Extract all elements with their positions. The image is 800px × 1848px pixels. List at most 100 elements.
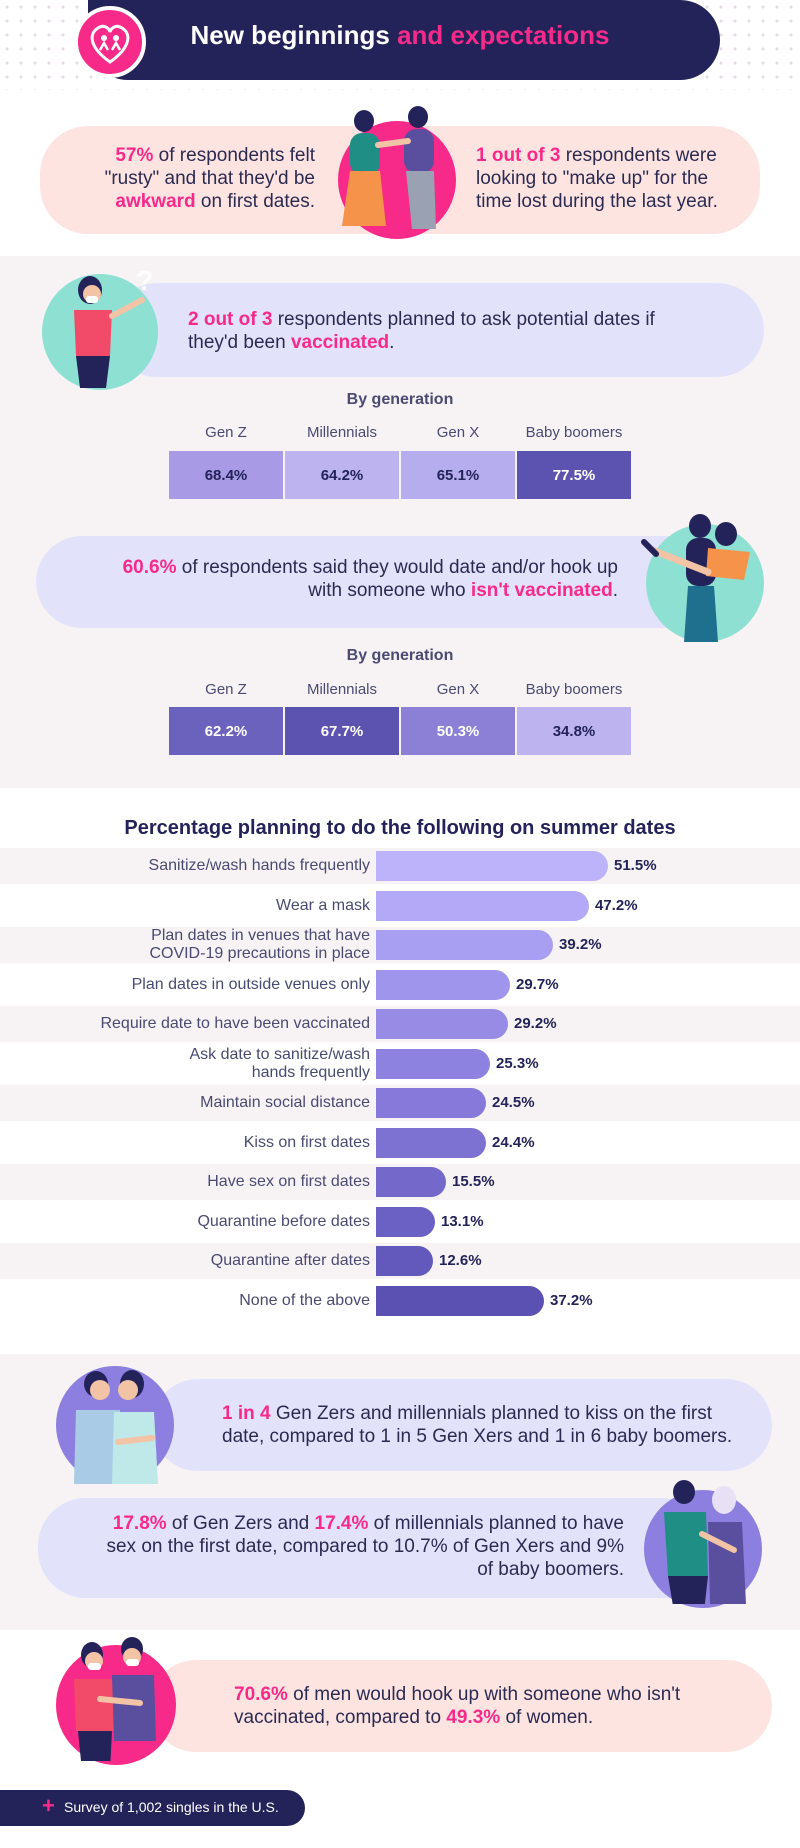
stat-highlight: awkward <box>115 191 196 212</box>
bar <box>376 969 510 1000</box>
generation-value-cell: 50.3% <box>401 707 515 755</box>
bar-category-label-line: Plan dates in outside venues only <box>131 975 370 993</box>
stat-highlight: 1 out of 3 <box>476 145 561 166</box>
bar <box>376 930 553 960</box>
bar-category-label-line: hands frequently <box>251 1063 370 1081</box>
couple-masks-illustration <box>56 1637 176 1765</box>
survey-source-text: Survey of 1,002 singles in the U.S. <box>64 1799 279 1815</box>
stat-highlight: isn't vaccinated <box>470 580 613 601</box>
bar-value-label: 15.5% <box>452 1173 495 1190</box>
bar-category-label-line: Maintain social distance <box>200 1094 370 1111</box>
bar-category-label-line: Sanitize/wash hands frequently <box>148 857 370 874</box>
bar-category-label: Maintain social distance <box>50 1094 370 1112</box>
stat-text: respondents were looking to "make up" fo… <box>476 145 718 212</box>
title-accent: and expectations <box>397 20 610 50</box>
stat-highlight: 1 in 4 <box>222 1403 271 1424</box>
generation-value-cell: 65.1% <box>401 451 515 499</box>
couple-dancing-illustration <box>338 106 456 239</box>
bar-category-label: Quarantine after dates <box>50 1252 370 1270</box>
stat-text: of women. <box>500 1707 594 1728</box>
bar-category-label: Plan dates in outside venues only <box>50 976 370 994</box>
stat-text: . <box>389 332 395 353</box>
bar-value-label: 13.1% <box>441 1212 484 1230</box>
bar <box>376 1246 433 1276</box>
unvaccinated-date-text: 60.6% of respondents said they would dat… <box>118 556 618 602</box>
bar-category-label-line: Have sex on first dates <box>207 1173 370 1190</box>
generation-label: Baby boomers <box>525 681 623 698</box>
bar-category-label: Sanitize/wash hands frequently <box>50 857 370 875</box>
bar-category-label: Have sex on first dates <box>50 1173 370 1191</box>
stat-highlight: 70.6% <box>234 1684 288 1705</box>
carry-couple-figure <box>641 514 750 642</box>
stat-text: Gen Zers and millennials planned to kiss… <box>222 1403 733 1447</box>
gender-stat-text: 70.6% of men would hook up with someone … <box>234 1683 714 1729</box>
couple-figure <box>342 106 436 229</box>
generation-table-1-title: By generation <box>346 391 454 408</box>
vaccinated-ask-text: 2 out of 3 respondents planned to ask po… <box>188 308 708 354</box>
stat-text: of men would hook up with someone who is… <box>234 1684 681 1728</box>
bar-value-label: 29.2% <box>514 1015 557 1032</box>
intro-right-text: 1 out of 3 respondents were looking to "… <box>476 144 741 213</box>
generation-label: Baby boomers <box>525 424 623 441</box>
bar <box>376 1285 544 1316</box>
heart-people-icon <box>90 24 130 64</box>
bar <box>376 851 608 881</box>
heart-logo <box>74 6 146 78</box>
stat-text: respondents planned to ask potential dat… <box>188 309 655 353</box>
bar <box>376 890 589 921</box>
stat-highlight: 2 out of 3 <box>188 309 273 330</box>
bar <box>376 1048 490 1079</box>
generation-value-cell: 62.2% <box>169 707 283 755</box>
intro-left-text: 57% of respondents felt "rusty" and that… <box>70 144 315 213</box>
plus-icon: + <box>42 1793 55 1818</box>
bar-value-label: 24.5% <box>492 1094 535 1111</box>
generation-label: Gen Z <box>205 681 247 698</box>
bar-value-label: 47.2% <box>595 896 638 914</box>
chart-title: Percentage planning to do the following … <box>124 817 676 839</box>
bar-value-label: 12.6% <box>439 1252 482 1269</box>
stat-text: on first dates. <box>195 191 315 212</box>
kiss-stat-text: 1 in 4 Gen Zers and millennials planned … <box>222 1402 742 1448</box>
bar-value-label: 39.2% <box>559 936 602 953</box>
stat-highlight: 17.4% <box>314 1513 369 1534</box>
man-carrying-woman-illustration <box>641 514 764 642</box>
generation-value-cell: 64.2% <box>285 451 399 499</box>
gender-stat-pill <box>150 1660 772 1752</box>
bar-value-label: 29.7% <box>516 975 559 993</box>
sex-stat-pill <box>38 1498 710 1598</box>
stat-text: of millennials planned to have sex on th… <box>106 1513 624 1580</box>
generation-value-cell: 34.8% <box>517 707 631 755</box>
woman-figure: ? <box>74 265 153 388</box>
generation-label: Millennials <box>306 424 378 441</box>
stat-text: of Gen Zers and <box>166 1513 315 1534</box>
stat-text: of respondents felt "rusty" and that the… <box>104 145 315 189</box>
kiss-couple-figure <box>74 1370 158 1484</box>
sex-stat-text: 17.8% of Gen Zers and 17.4% of millennia… <box>100 1512 624 1581</box>
bar-category-label: None of the above <box>50 1292 370 1310</box>
bar-category-label: Ask date to sanitize/wash hands frequentl… <box>50 1046 370 1082</box>
bar-value-label: 24.4% <box>492 1133 535 1151</box>
generation-label: Gen Z <box>205 424 247 441</box>
bar <box>376 1009 508 1039</box>
header-banner <box>88 0 720 80</box>
bar-category-label-line: Plan dates in venues that have <box>151 927 370 944</box>
generation-value-cell: 68.4% <box>169 451 283 499</box>
unvaccinated-date-pill <box>36 536 716 628</box>
woman-question-illustration: ? <box>42 265 158 390</box>
generation-label: Gen X <box>436 424 480 441</box>
bar-category-label-line: Kiss on first dates <box>243 1133 370 1151</box>
title-main: New beginnings <box>190 20 390 50</box>
bar-category-label-line: COVID-19 precautions in place <box>149 945 370 962</box>
vaccinated-ask-pill <box>110 283 764 377</box>
generation-value-cell: 67.7% <box>285 707 399 755</box>
bar-category-label: Kiss on first dates <box>50 1134 370 1152</box>
bar-category-label: Require date to have been vaccinated <box>50 1015 370 1033</box>
bar-category-label-line: Quarantine after dates <box>210 1252 370 1269</box>
generation-label: Gen X <box>436 681 480 698</box>
generation-value-cell: 77.5% <box>517 451 631 499</box>
bar-category-label-line: Ask date to sanitize/wash <box>189 1045 370 1063</box>
generation-table-2-title: By generation <box>346 647 454 664</box>
svg-text:?: ? <box>136 265 153 296</box>
bar-value-label: 25.3% <box>496 1054 539 1072</box>
stat-highlight: 49.3% <box>446 1707 501 1728</box>
